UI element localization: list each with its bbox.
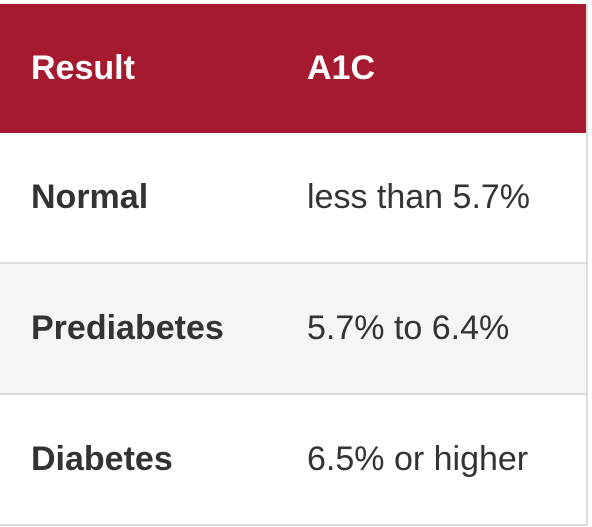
result-cell: Prediabetes [0,263,307,395]
header-cell: Result [0,4,307,133]
table-wrap: Result A1C Normal less than 5.7% Prediabet… [0,4,588,526]
header-row: Result A1C [0,4,586,133]
table-row: Diabetes 6.5% or higher [0,394,586,526]
a1c-cell: 6.5% or higher [307,394,586,526]
a1c-cell: less than 5.7% [307,133,586,264]
result-cell: Normal [0,133,307,264]
header-cell: A1C [307,4,586,133]
table-row: Prediabetes 5.7% to 6.4% [0,263,586,395]
table-body: Normal less than 5.7% Prediabetes 5.7% to 6… [0,133,586,526]
table-row: Normal less than 5.7% [0,133,586,264]
a1c-cell: 5.7% to 6.4% [307,263,586,395]
table: Result A1C Normal less than 5.7% Prediabet… [0,4,586,526]
result-cell: Diabetes [0,394,307,526]
